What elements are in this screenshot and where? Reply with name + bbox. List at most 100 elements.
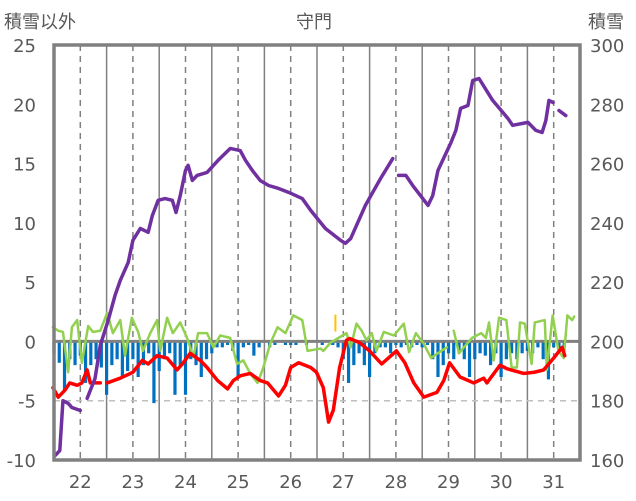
series-temperature <box>105 336 567 424</box>
bar <box>99 341 103 368</box>
bar <box>152 341 156 404</box>
y-tick-left: 10 <box>13 214 36 235</box>
x-tick: 27 <box>332 472 355 493</box>
bar <box>520 341 524 354</box>
bar <box>504 341 508 360</box>
y-tick-right: 280 <box>590 95 624 116</box>
bar <box>357 341 361 354</box>
bar <box>57 341 61 363</box>
bar <box>289 341 293 345</box>
bar <box>331 341 335 345</box>
y-tick-right: 240 <box>590 214 624 235</box>
bar <box>283 341 288 345</box>
bar <box>215 341 219 348</box>
bar <box>141 341 146 366</box>
series-green_series <box>51 311 449 385</box>
bar <box>110 341 114 366</box>
bar <box>131 341 135 360</box>
bar <box>557 341 561 351</box>
y-tick-right: 180 <box>590 392 624 413</box>
x-tick: 30 <box>490 472 513 493</box>
bar <box>252 341 256 356</box>
bar <box>425 341 430 345</box>
y-tick-right: 220 <box>590 273 624 294</box>
y-tick-right: 160 <box>590 451 624 472</box>
bar <box>94 341 98 360</box>
bar <box>178 341 182 366</box>
y-tick-left: -5 <box>18 392 36 413</box>
bar <box>257 341 261 348</box>
series-snow_depth <box>53 398 83 458</box>
y-tick-left: 25 <box>13 36 36 57</box>
y-tick-left: -10 <box>7 451 36 472</box>
y-tick-right: 200 <box>590 332 624 353</box>
bar <box>473 341 477 360</box>
bar <box>431 341 435 360</box>
bar <box>436 341 440 377</box>
x-tick: 23 <box>121 472 144 493</box>
bar <box>210 341 214 354</box>
bar <box>420 341 424 348</box>
bar <box>346 341 351 383</box>
bar <box>352 341 356 366</box>
bar <box>220 341 224 348</box>
chart-title: 守門 <box>296 12 332 33</box>
series-temperature <box>51 368 103 399</box>
bar <box>536 341 540 348</box>
bar <box>168 341 172 354</box>
x-tick: 22 <box>69 472 92 493</box>
y-tick-right: 300 <box>590 36 624 57</box>
bar <box>225 341 230 345</box>
x-tick: 26 <box>279 472 302 493</box>
bar <box>83 341 88 383</box>
bar <box>273 341 277 345</box>
bar <box>462 341 466 360</box>
y-tick-left: 0 <box>25 332 36 353</box>
bar <box>241 341 245 348</box>
y-tick-left: 15 <box>13 155 36 176</box>
bar <box>73 341 77 366</box>
y-tick-left: 20 <box>13 95 36 116</box>
bar <box>247 341 251 345</box>
right-axis-title: 積雪 <box>588 12 624 33</box>
bar <box>457 341 461 354</box>
bar <box>89 341 93 366</box>
bar <box>204 341 209 360</box>
bar <box>105 341 109 395</box>
bar <box>552 341 556 348</box>
bar <box>446 341 451 354</box>
bar <box>126 341 130 372</box>
bar <box>194 341 198 366</box>
bar <box>62 341 67 392</box>
x-tick: 31 <box>542 472 565 493</box>
plot-frame <box>52 43 582 462</box>
series-snow_depth <box>396 76 555 208</box>
bar <box>541 341 545 360</box>
bar <box>441 341 445 366</box>
bar <box>162 341 167 360</box>
bar <box>383 341 387 348</box>
series-snow_depth <box>557 108 568 118</box>
bar <box>336 341 340 348</box>
bar <box>483 341 487 356</box>
bar <box>120 341 124 377</box>
series-snow_depth <box>85 146 395 401</box>
y-tick-right: 260 <box>590 155 624 176</box>
bar <box>294 341 298 345</box>
x-tick: 29 <box>437 472 460 493</box>
x-tick: 25 <box>227 472 250 493</box>
bar <box>478 341 482 354</box>
bar <box>488 341 493 366</box>
x-tick: 24 <box>174 472 197 493</box>
bar <box>415 341 419 345</box>
bar <box>136 341 140 377</box>
x-tick: 28 <box>384 472 407 493</box>
bar <box>510 341 514 354</box>
bar <box>362 341 366 366</box>
bar <box>320 341 324 345</box>
y-tick-left: 5 <box>25 273 36 294</box>
bar <box>399 341 403 348</box>
bar <box>467 341 472 377</box>
bar <box>183 341 188 395</box>
